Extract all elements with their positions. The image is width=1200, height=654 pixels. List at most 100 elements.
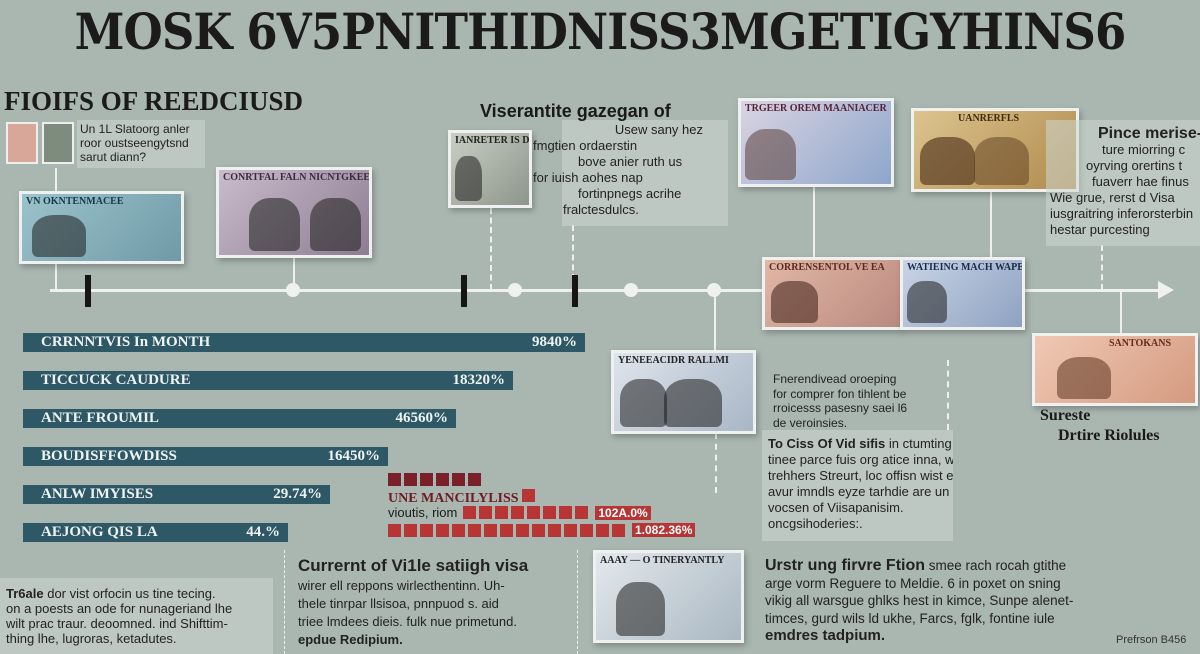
bar-item: CRRNNTVIS In MONTH 9840% (23, 333, 585, 352)
bar-item: ANTE FROUMIL 46560% (23, 409, 456, 428)
banknote-image: SANTOKANS (1032, 333, 1198, 406)
text-line: avur imndls eyze tarhdie are un aid firo… (768, 484, 953, 499)
text-line: Usew sany hez (614, 122, 703, 137)
text-line: epdue Redipium. (298, 632, 403, 647)
portrait-thumb (6, 122, 38, 164)
text-line: rroicesss pasesny saei l6 (773, 401, 908, 415)
text-line: wilt prac traur. deoomned. ind Shifttim- (6, 616, 228, 631)
banknote-label: VN OKNTENMACEE (26, 196, 124, 207)
bar-item: TICCUCK CAUDURE 18320% (23, 371, 513, 390)
banknote-label: TRGEER OREM MAANIACER (745, 103, 887, 114)
text-line: timces, gurd wils ld ukhe, Farcs, fglk, … (765, 610, 1055, 626)
bar-value: 29.74% (273, 486, 322, 502)
bar-value: 44.% (246, 524, 280, 540)
bar-value: 16450% (327, 448, 381, 464)
text-line: vikig all warsgue ghlks hest in kimce, S… (765, 593, 1074, 608)
text-line: Wie grue, rerst d Visa (1050, 190, 1175, 205)
red-row-label: vioutis, riom (388, 505, 458, 520)
connector (715, 433, 717, 493)
text-line: fralctesdulcs. (563, 202, 639, 217)
callout-right: Pince merise- ture miorring c oyrving or… (1046, 120, 1200, 246)
timeline-tick (572, 275, 578, 307)
banknote-image: WATIEING MACH WAPELN (900, 257, 1025, 330)
red-row-2: 1.082.36% (388, 523, 696, 537)
right-caption: Sureste Drtire Riolules (1040, 406, 1159, 446)
text-line: for comprer fon tihlent be (773, 386, 907, 401)
text-line: oyrving orertins t (1086, 158, 1183, 173)
banknote-label: CORRENSENTOL VE EA (769, 262, 885, 273)
bottom-mid-title: Currernt of Vi1le satiigh visa (298, 556, 529, 575)
text-line: arge vorm Reguere to Meldie. 6 in poxet … (765, 575, 1061, 591)
text-line: bove anier ruth us (578, 154, 683, 169)
caption-line: Sureste (1040, 407, 1091, 424)
banknote-image: YENEEACIDR RALLMI (611, 350, 756, 434)
bar-label: ANTE FROUMIL (41, 410, 159, 426)
bottom-left-box: Tr6ale dor vist orfocin us tine tecing. … (0, 578, 273, 654)
bottom-right-lead: Urstr ung firvre Ftion (765, 557, 926, 574)
bar-label: BOUDISFFOWDISS (41, 448, 177, 464)
mid-text: Fnerendivead oroeping for comprer fon ti… (773, 372, 907, 430)
text-line: emdres tadpium. (765, 627, 886, 644)
banknote-label: AAAY — O TINERYANTLY (600, 555, 725, 566)
bottom-right: Urstr ung firvre Ftion smee rach rocah g… (765, 557, 1073, 645)
connector (990, 191, 992, 257)
callout-right-title: Pince merise- (1098, 125, 1200, 142)
timeline-node[interactable] (286, 283, 300, 297)
intro-line: sarut diann? (80, 150, 147, 164)
timeline-tick (461, 275, 467, 307)
text-line: ture miorring c (1102, 142, 1186, 157)
connector (1120, 290, 1122, 333)
bar-label: TICCUCK CAUDURE (41, 372, 191, 388)
banknote-label: SANTOKANS (1109, 338, 1172, 349)
text-line: wirer ell reppons wirlecthentinn. Uh- (298, 578, 505, 593)
visa-lead: To Ciss Of Vid sifis (768, 436, 886, 451)
red-value: 1.082.36% (632, 523, 696, 537)
divider (284, 550, 285, 654)
bar-value: 46560% (395, 410, 449, 426)
timeline-axis (50, 289, 1160, 292)
text-line: vocsen of Viisapanisim. (768, 500, 904, 515)
text-line: tinee parce fuis org atice inna, wige (768, 452, 953, 467)
bar-value: 18320% (452, 372, 506, 388)
text-line: fmgtien ordaerstin (533, 138, 638, 153)
intro-line: Un 1L Slatoorg anler (80, 122, 190, 136)
banknote-label: YENEEACIDR RALLMI (618, 355, 729, 366)
connector (714, 290, 716, 350)
text-line: fuaverr hae finus (1092, 174, 1189, 189)
timeline-node[interactable] (624, 283, 638, 297)
text-line: oncgsihoderies:. (768, 516, 863, 531)
text-line: on a poests an ode for nunageriand lhe (6, 601, 233, 616)
connector (490, 208, 492, 290)
text-line: iusgraitring inferorsterbin (1050, 206, 1194, 221)
red-row-1: vioutis, riom 102A.0% (388, 505, 651, 520)
text-line: hestar purcesting (1050, 222, 1150, 237)
banknote-label: CONRTFAL FALN NICNTGKEER (223, 172, 372, 183)
connector (813, 187, 815, 257)
text-line: fortinpnegs acrihe (578, 186, 682, 201)
text-line: Fnerendivead oroeping (773, 372, 897, 386)
bottom-mid: Currernt of Vi1le satiigh visa wirer ell… (298, 555, 528, 649)
red-value: 102A.0% (595, 505, 651, 520)
timeline-arrowhead (1158, 281, 1174, 299)
connector (947, 360, 949, 430)
text-line: smee rach rocah gtithe (928, 558, 1067, 573)
callout-center-text: Usew sany hez fmgtien ordaerstin bove an… (533, 122, 703, 218)
divider (577, 550, 578, 654)
text-line: triee lmdees dieis. fulk nue primetund. (298, 614, 517, 629)
timeline-node[interactable] (707, 283, 721, 297)
bar-label: CRRNNTVIS In MONTH (41, 334, 211, 350)
portrait-thumb (42, 122, 74, 164)
intro-box: Un 1L Slatoorg anler roor oustseengytsnd… (77, 120, 205, 168)
connector (572, 225, 574, 290)
main-title: MOSK 6V5PNITHIDNISS3MGETIGYHINS6 (74, 2, 1127, 61)
banknote-label: UANRERFLS (958, 113, 1020, 124)
timeline-node[interactable] (508, 283, 522, 297)
credit: Prefrson B456 (1116, 634, 1187, 646)
banknote-image: CONRTFAL FALN NICNTGKEER (216, 167, 372, 258)
callout-center (562, 120, 728, 226)
connector (1101, 245, 1103, 290)
text-line: dor vist orfocin us tine tecing. (47, 586, 216, 601)
connector (293, 257, 295, 290)
banknote-label: WATIEING MACH WAPELN (907, 262, 1025, 273)
bar-item: AEJONG QIS LA 44.% (23, 523, 288, 542)
